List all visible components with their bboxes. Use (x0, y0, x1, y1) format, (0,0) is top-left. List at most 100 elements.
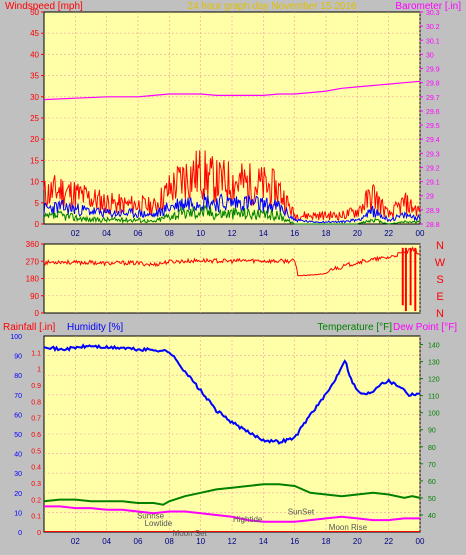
compass-label-e: E (436, 291, 443, 303)
compass-label-s: S (436, 274, 443, 286)
direction-tick-label: 270 (26, 257, 40, 266)
rain-tick-label: 0.1 (31, 514, 41, 521)
wind-tick-label: 30 (30, 93, 39, 102)
compass-label-n: N (436, 308, 444, 320)
barometer-tick-label: 29.4 (426, 137, 440, 144)
humidity-tick-label: 20 (14, 491, 22, 498)
wind-time-tick: 00 (416, 229, 425, 238)
climate-time-tick: 06 (134, 537, 143, 546)
wind-tick-label: 25 (30, 114, 39, 123)
compass-label-w: W (435, 257, 446, 269)
wind-time-tick: 08 (165, 229, 174, 238)
rain-tick-label: 0 (37, 530, 41, 537)
wind-min-line (43, 204, 421, 225)
climate-time-tick: 20 (353, 537, 362, 546)
wind-time-tick: 18 (322, 229, 331, 238)
temperature-tick-label: 50 (428, 496, 436, 503)
humidity-tick-label: 70 (14, 393, 22, 400)
wind-tick-label: 0 (35, 220, 40, 229)
direction-tick-label: 90 (30, 292, 39, 301)
rain-tick-label: 0.7 (31, 416, 41, 423)
wind-time-tick: 16 (290, 229, 299, 238)
climate-time-tick: 00 (416, 537, 425, 546)
rain-tick-label: 0.5 (31, 448, 41, 455)
windspeed-axis-title: Windspeed [mph] (5, 1, 83, 12)
barometer-axis-title: Barometer [.in] (395, 1, 461, 12)
event-annotation: Moon Set (173, 529, 208, 538)
wind-time-tick: 06 (134, 229, 143, 238)
wind-tick-label: 35 (30, 72, 39, 81)
wind-time-tick: 02 (71, 229, 80, 238)
humidity-tick-label: 10 (14, 510, 22, 517)
rain-tick-label: 0.2 (31, 497, 41, 504)
direction-tick-label: 180 (26, 275, 40, 284)
barometer-tick-label: 29.7 (426, 95, 440, 102)
wind-time-tick: 20 (353, 229, 362, 238)
barometer-tick-label: 30.1 (426, 38, 440, 45)
humidity-tick-label: 100 (10, 334, 22, 341)
temperature-tick-label: 60 (428, 479, 436, 486)
wind-avg-line (43, 193, 421, 224)
event-annotation: Hightide (233, 515, 263, 524)
temperature-tick-label: 140 (428, 343, 440, 350)
temperature-axis-title: Temperature [°F] (317, 322, 392, 333)
graph-title: 24 hour graph day November 15 2016 (187, 1, 356, 12)
humidity-tick-label: 40 (14, 452, 22, 459)
humidity-tick-label: 60 (14, 412, 22, 419)
humidity-tick-label: 80 (14, 373, 22, 380)
humidity-line (43, 343, 421, 445)
wind-tick-label: 50 (30, 8, 39, 17)
humidity-tick-label: 0 (18, 530, 22, 537)
temperature-tick-label: 40 (428, 513, 436, 520)
climate-time-tick: 18 (322, 537, 331, 546)
barometer-tick-label: 29.8 (426, 81, 440, 88)
temperature-line (43, 483, 421, 506)
barometer-tick-label: 29.1 (426, 180, 440, 187)
barometer-tick-label: 30 (426, 52, 434, 59)
wind-tick-label: 20 (30, 135, 39, 144)
barometer-tick-label: 29.9 (426, 67, 440, 74)
barometer-tick-label: 30.2 (426, 24, 440, 31)
climate-time-tick: 14 (259, 537, 268, 546)
barometer-line (43, 80, 421, 101)
dewpoint-axis-title: Dew Point [°F] (393, 322, 457, 333)
barometer-tick-label: 29.2 (426, 165, 440, 172)
direction-tick-label: 0 (35, 309, 40, 318)
wind-direction-line (43, 245, 421, 277)
climate-time-tick: 04 (102, 537, 111, 546)
barometer-tick-label: 29.3 (426, 151, 440, 158)
barometer-tick-label: 28.8 (426, 222, 440, 229)
wind-tick-label: 45 (30, 29, 39, 38)
humidity-tick-label: 30 (14, 471, 22, 478)
climate-time-tick: 22 (384, 537, 393, 546)
temperature-tick-label: 90 (428, 428, 436, 435)
rain-tick-label: 0.3 (31, 481, 41, 488)
event-annotation: Sunrise (137, 511, 165, 520)
barometer-tick-label: 29.6 (426, 109, 440, 116)
climate-time-tick: 12 (228, 537, 237, 546)
humidity-tick-label: 50 (14, 432, 22, 439)
wind-tick-label: 10 (30, 178, 39, 187)
event-annotation: Moon Rise (329, 523, 368, 532)
rain-tick-label: 1.1 (31, 350, 41, 357)
barometer-tick-label: 28.9 (426, 208, 440, 215)
climate-time-tick: 08 (165, 537, 174, 546)
climate-time-tick: 10 (196, 537, 205, 546)
barometer-tick-label: 29 (426, 194, 434, 201)
rain-tick-label: 1 (37, 367, 41, 374)
dewpoint-line (44, 505, 420, 523)
temperature-tick-label: 120 (428, 377, 440, 384)
temperature-tick-label: 70 (428, 462, 436, 469)
event-annotation: SunSet (288, 507, 315, 516)
wind-time-tick: 22 (384, 229, 393, 238)
event-annotation: Lowtide (145, 519, 173, 528)
wind-tick-label: 15 (30, 156, 39, 165)
rain-tick-label: 0.4 (31, 465, 41, 472)
wind-time-tick: 04 (102, 229, 111, 238)
wind-time-tick: 12 (228, 229, 237, 238)
humidity-tick-label: 90 (14, 354, 22, 361)
temperature-tick-label: 100 (428, 411, 440, 418)
temperature-tick-label: 80 (428, 445, 436, 452)
